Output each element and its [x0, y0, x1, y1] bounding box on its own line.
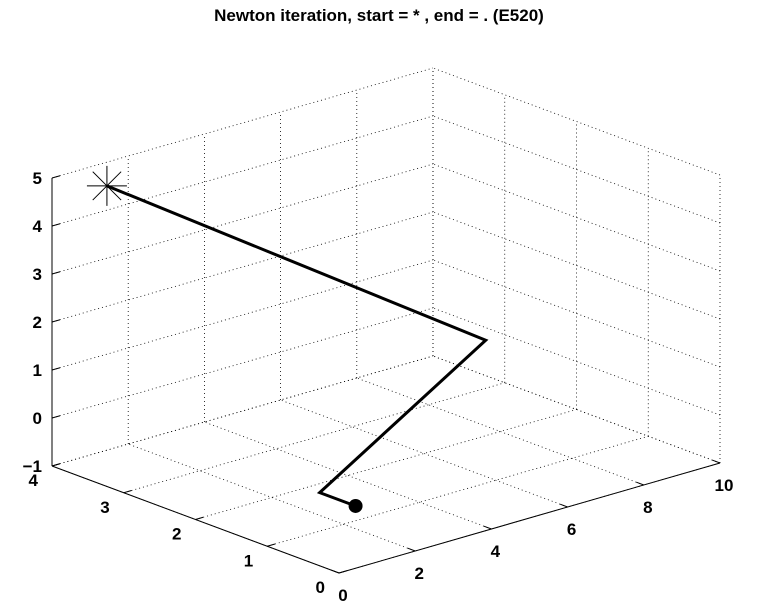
back-wall-grid-line [51, 67, 434, 179]
floor-grid-line [195, 409, 577, 520]
x-tick-label: 10 [715, 476, 734, 495]
y-tick-label: 4 [29, 471, 39, 490]
x-tick-mark [712, 459, 721, 464]
chart-title: Newton iteration, start = * , end = . (E… [214, 6, 544, 25]
back-wall-grid-line [51, 211, 434, 323]
x-axis-line [338, 462, 721, 574]
x-tick-mark [559, 503, 568, 508]
x-tick-label: 8 [643, 498, 652, 517]
start-marker-asterisk [86, 165, 127, 206]
back-wall-grid-line [51, 307, 434, 419]
x-tick-mark [636, 481, 644, 486]
z-tick-mark [51, 463, 61, 467]
data-series [86, 165, 489, 513]
z-tick-label: 1 [33, 361, 42, 380]
z-tick-mark [51, 271, 61, 275]
back-wall-grid-line [51, 163, 434, 275]
floor-grid-line [267, 435, 649, 547]
back-wall-grid-line [51, 355, 434, 467]
z-tick-label: 2 [33, 313, 42, 332]
side-wall-grid-line [432, 67, 721, 176]
back-wall-grid-line [51, 259, 434, 371]
z-tick-label: 4 [33, 217, 43, 236]
grid-lines [51, 67, 721, 574]
y-tick-mark [267, 543, 276, 547]
y-tick-label: 3 [100, 498, 109, 517]
z-tick-label: 0 [33, 409, 42, 428]
z-tick-mark [51, 367, 61, 371]
x-tick-label: 4 [491, 542, 501, 561]
y-tick-mark [338, 570, 347, 574]
end-marker-dot [348, 498, 363, 513]
z-tick-mark [51, 319, 61, 323]
z-tick-mark [51, 415, 61, 419]
floor-grid-line [123, 382, 505, 494]
z-tick-label: 3 [33, 265, 42, 284]
y-tick-mark [123, 490, 132, 494]
z-tick-mark [51, 175, 61, 179]
x-tick-label: 0 [338, 586, 347, 601]
z-tick-label: 5 [33, 169, 42, 188]
floor-grid-line [51, 355, 434, 467]
y-tick-label: 2 [172, 525, 181, 544]
back-wall-grid-line [51, 115, 434, 227]
z-tick-mark [51, 223, 61, 227]
z-tick-label: −1 [23, 457, 42, 476]
x-tick-label: 2 [414, 564, 423, 583]
x-tick-mark [407, 547, 416, 552]
x-tick-label: 6 [567, 520, 576, 539]
floor-grid-line [204, 421, 492, 530]
floor-grid-line [356, 377, 644, 486]
y-tick-label: 1 [244, 551, 253, 570]
y-tick-mark [195, 516, 204, 520]
y-tick-label: 0 [316, 578, 325, 597]
trajectory-line [106, 184, 489, 508]
x-tick-mark [483, 525, 492, 530]
x-tick-mark [331, 569, 340, 574]
axes [51, 175, 721, 574]
